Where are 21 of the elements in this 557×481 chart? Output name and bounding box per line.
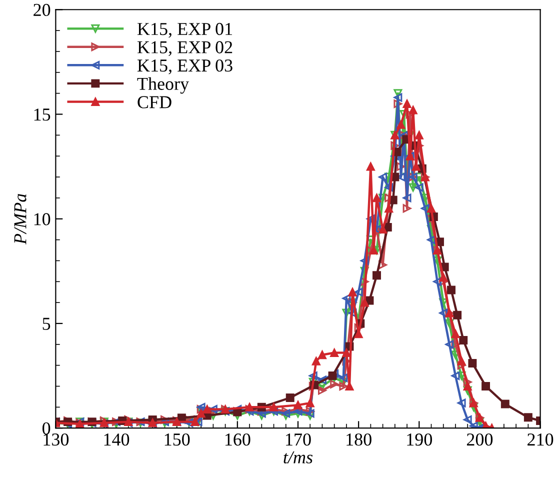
x-tick-label: 180 <box>346 433 372 446</box>
legend-label: K15, EXP 03 <box>137 59 232 74</box>
legend-label: CFD <box>138 96 172 108</box>
x-tick-label: 130 <box>44 433 69 446</box>
y-tick-label: 0 <box>42 422 50 435</box>
x-tick-label: 160 <box>225 433 250 446</box>
x-tick-label: 210 <box>528 433 554 446</box>
x-tick-label: 140 <box>104 433 130 446</box>
y-tick-label: 5 <box>42 318 50 330</box>
y-tick-label: 10 <box>34 213 50 226</box>
x-tick-label: 190 <box>407 433 432 446</box>
y-tick-label: 15 <box>34 108 50 121</box>
legend-label: K15, EXP 02 <box>137 41 232 56</box>
y-axis-title: P/MPa <box>14 194 26 245</box>
x-tick-label: 150 <box>164 433 190 446</box>
x-tick-label: 200 <box>466 433 493 446</box>
y-tick-label: 20 <box>34 4 50 16</box>
legend-label: K15, EXP 01 <box>137 22 232 38</box>
x-axis-title: t/ms <box>284 451 312 464</box>
x-tick-label: 170 <box>286 433 311 446</box>
legend-label: Theory <box>137 77 190 94</box>
